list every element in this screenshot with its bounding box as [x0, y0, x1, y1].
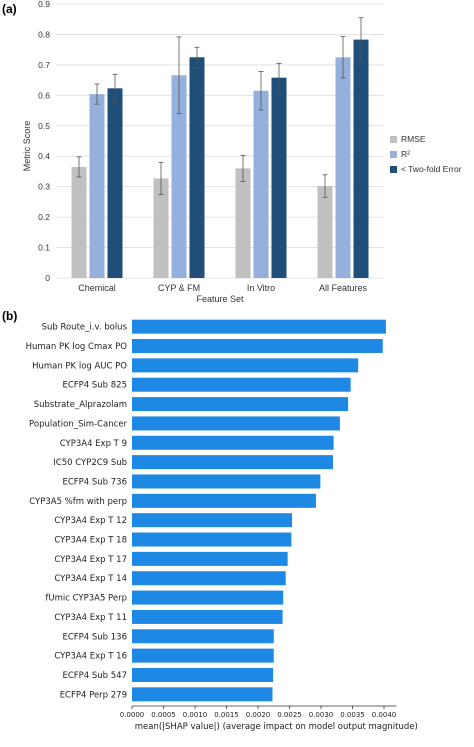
x-tick-label: 0.0000	[120, 711, 145, 719]
bar	[253, 90, 269, 279]
legend-swatch	[390, 151, 397, 158]
shap-bar	[132, 571, 286, 586]
shap-bar	[132, 493, 316, 508]
x-tick-label: 0.0020	[246, 711, 271, 719]
shap-bar	[132, 358, 359, 373]
x-tick-label: 0.0015	[214, 711, 239, 719]
y-tick-label: 0.2	[38, 212, 50, 222]
feature-label: Human PK log AUC PO	[32, 361, 127, 371]
shap-importance-bar-chart: Sub Route_i.v. bolus Human PK log Cmax PO…	[26, 319, 418, 732]
legend-swatch	[390, 136, 397, 143]
bar	[189, 57, 205, 279]
shap-bar	[132, 687, 273, 702]
shap-bar	[132, 551, 288, 566]
shap-bar	[132, 416, 340, 431]
bar	[153, 178, 169, 278]
feature-label: ECFP4 Perp 279	[60, 690, 127, 700]
feature-label: Substrate_Alprazolam	[34, 400, 127, 410]
bar	[71, 166, 87, 278]
bar	[107, 88, 123, 278]
x-tick-label: 0.0030	[309, 711, 334, 719]
shap-bar	[132, 339, 383, 354]
feature-label: Human PK log Cmax PO	[26, 342, 128, 352]
shap-bar	[132, 629, 274, 644]
x-axis-title: Feature Set	[196, 294, 244, 304]
y-tick-label: 0.3	[38, 182, 50, 192]
feature-label: ECFP4 Sub 825	[62, 381, 127, 391]
x-category-label: Chemical	[78, 283, 116, 293]
feature-label: CYP3A4 Exp T 9	[60, 439, 127, 449]
feature-label: CYP3A4 Exp T 16	[54, 652, 127, 662]
feature-label: Population_Sim-Cancer	[29, 419, 127, 429]
metric-score-bar-chart: 0 0.1 0.2 0.3 0.4 0.5 0.6 0.7 0.8 0.9 Chemical CYP …	[22, 0, 462, 304]
feature-label: CYP3A5 %fm with perp	[29, 497, 127, 507]
panel-a-label: (a)	[2, 2, 17, 16]
shap-bar	[132, 667, 274, 682]
feature-label: ECFP4 Sub 736	[62, 477, 127, 487]
bar	[235, 168, 251, 278]
shap-bar	[132, 648, 274, 663]
shap-bar	[132, 377, 351, 392]
legend-label: < Two-fold Error	[401, 164, 462, 174]
feature-label: Sub Route_i.v. bolus	[42, 323, 128, 333]
y-tick-label: 0	[45, 273, 50, 283]
legend-swatch	[390, 166, 397, 173]
y-axis-title: Metric Score	[22, 121, 32, 172]
shap-bar	[132, 513, 293, 528]
bar	[353, 39, 369, 279]
x-tick-label: 0.0005	[151, 711, 176, 719]
shap-bar	[132, 397, 349, 412]
feature-label: ECFP4 Sub 136	[62, 632, 127, 642]
y-tick-label: 0.7	[38, 60, 50, 70]
y-tick-label: 0.1	[38, 243, 50, 253]
feature-label: CYP3A4 Exp T 18	[54, 536, 127, 546]
feature-label: CYP3A4 Exp T 12	[54, 516, 127, 526]
y-tick-label: 0.4	[38, 151, 50, 161]
x-category-label: In Vitro	[247, 283, 275, 293]
shap-bar	[132, 435, 334, 450]
legend-label: RMSE	[401, 134, 426, 144]
shap-bar	[132, 609, 283, 624]
x-category-label: CYP & FM	[158, 283, 200, 293]
y-tick-label: 0.6	[38, 90, 50, 100]
feature-label: fUmic CYP3A5 Perp	[45, 594, 127, 604]
x-tick-label: 0.0035	[340, 711, 365, 719]
feature-label: ECFP4 Sub 547	[62, 671, 127, 681]
x-tick-label: 0.0040	[372, 711, 397, 719]
y-tick-label: 0.5	[38, 121, 50, 131]
shap-bar	[132, 455, 333, 470]
bar	[317, 186, 333, 278]
feature-label: CYP3A4 Exp T 17	[54, 555, 127, 565]
bar	[271, 77, 287, 278]
bar	[89, 94, 105, 278]
bar	[171, 75, 187, 279]
shap-bar	[132, 319, 386, 334]
panel-b-label: (b)	[2, 309, 17, 323]
x-category-label: All Features	[319, 283, 368, 293]
bar	[335, 57, 351, 279]
shap-bar	[132, 474, 321, 489]
x-tick-label: 0.0025	[277, 711, 302, 719]
feature-label: CYP3A4 Exp T 11	[54, 613, 127, 623]
y-tick-label: 0.9	[38, 0, 50, 9]
x-tick-label: 0.0010	[183, 711, 208, 719]
x-axis-title: mean(|SHAP value|) (average impact on mo…	[135, 722, 418, 732]
feature-label: CYP3A4 Exp T 14	[54, 574, 127, 584]
feature-label: IC50 CYP2C9 Sub	[53, 458, 127, 468]
legend-label: R²	[401, 149, 410, 159]
y-tick-label: 0.8	[38, 29, 50, 39]
shap-bar	[132, 590, 284, 605]
shap-bar	[132, 532, 292, 547]
